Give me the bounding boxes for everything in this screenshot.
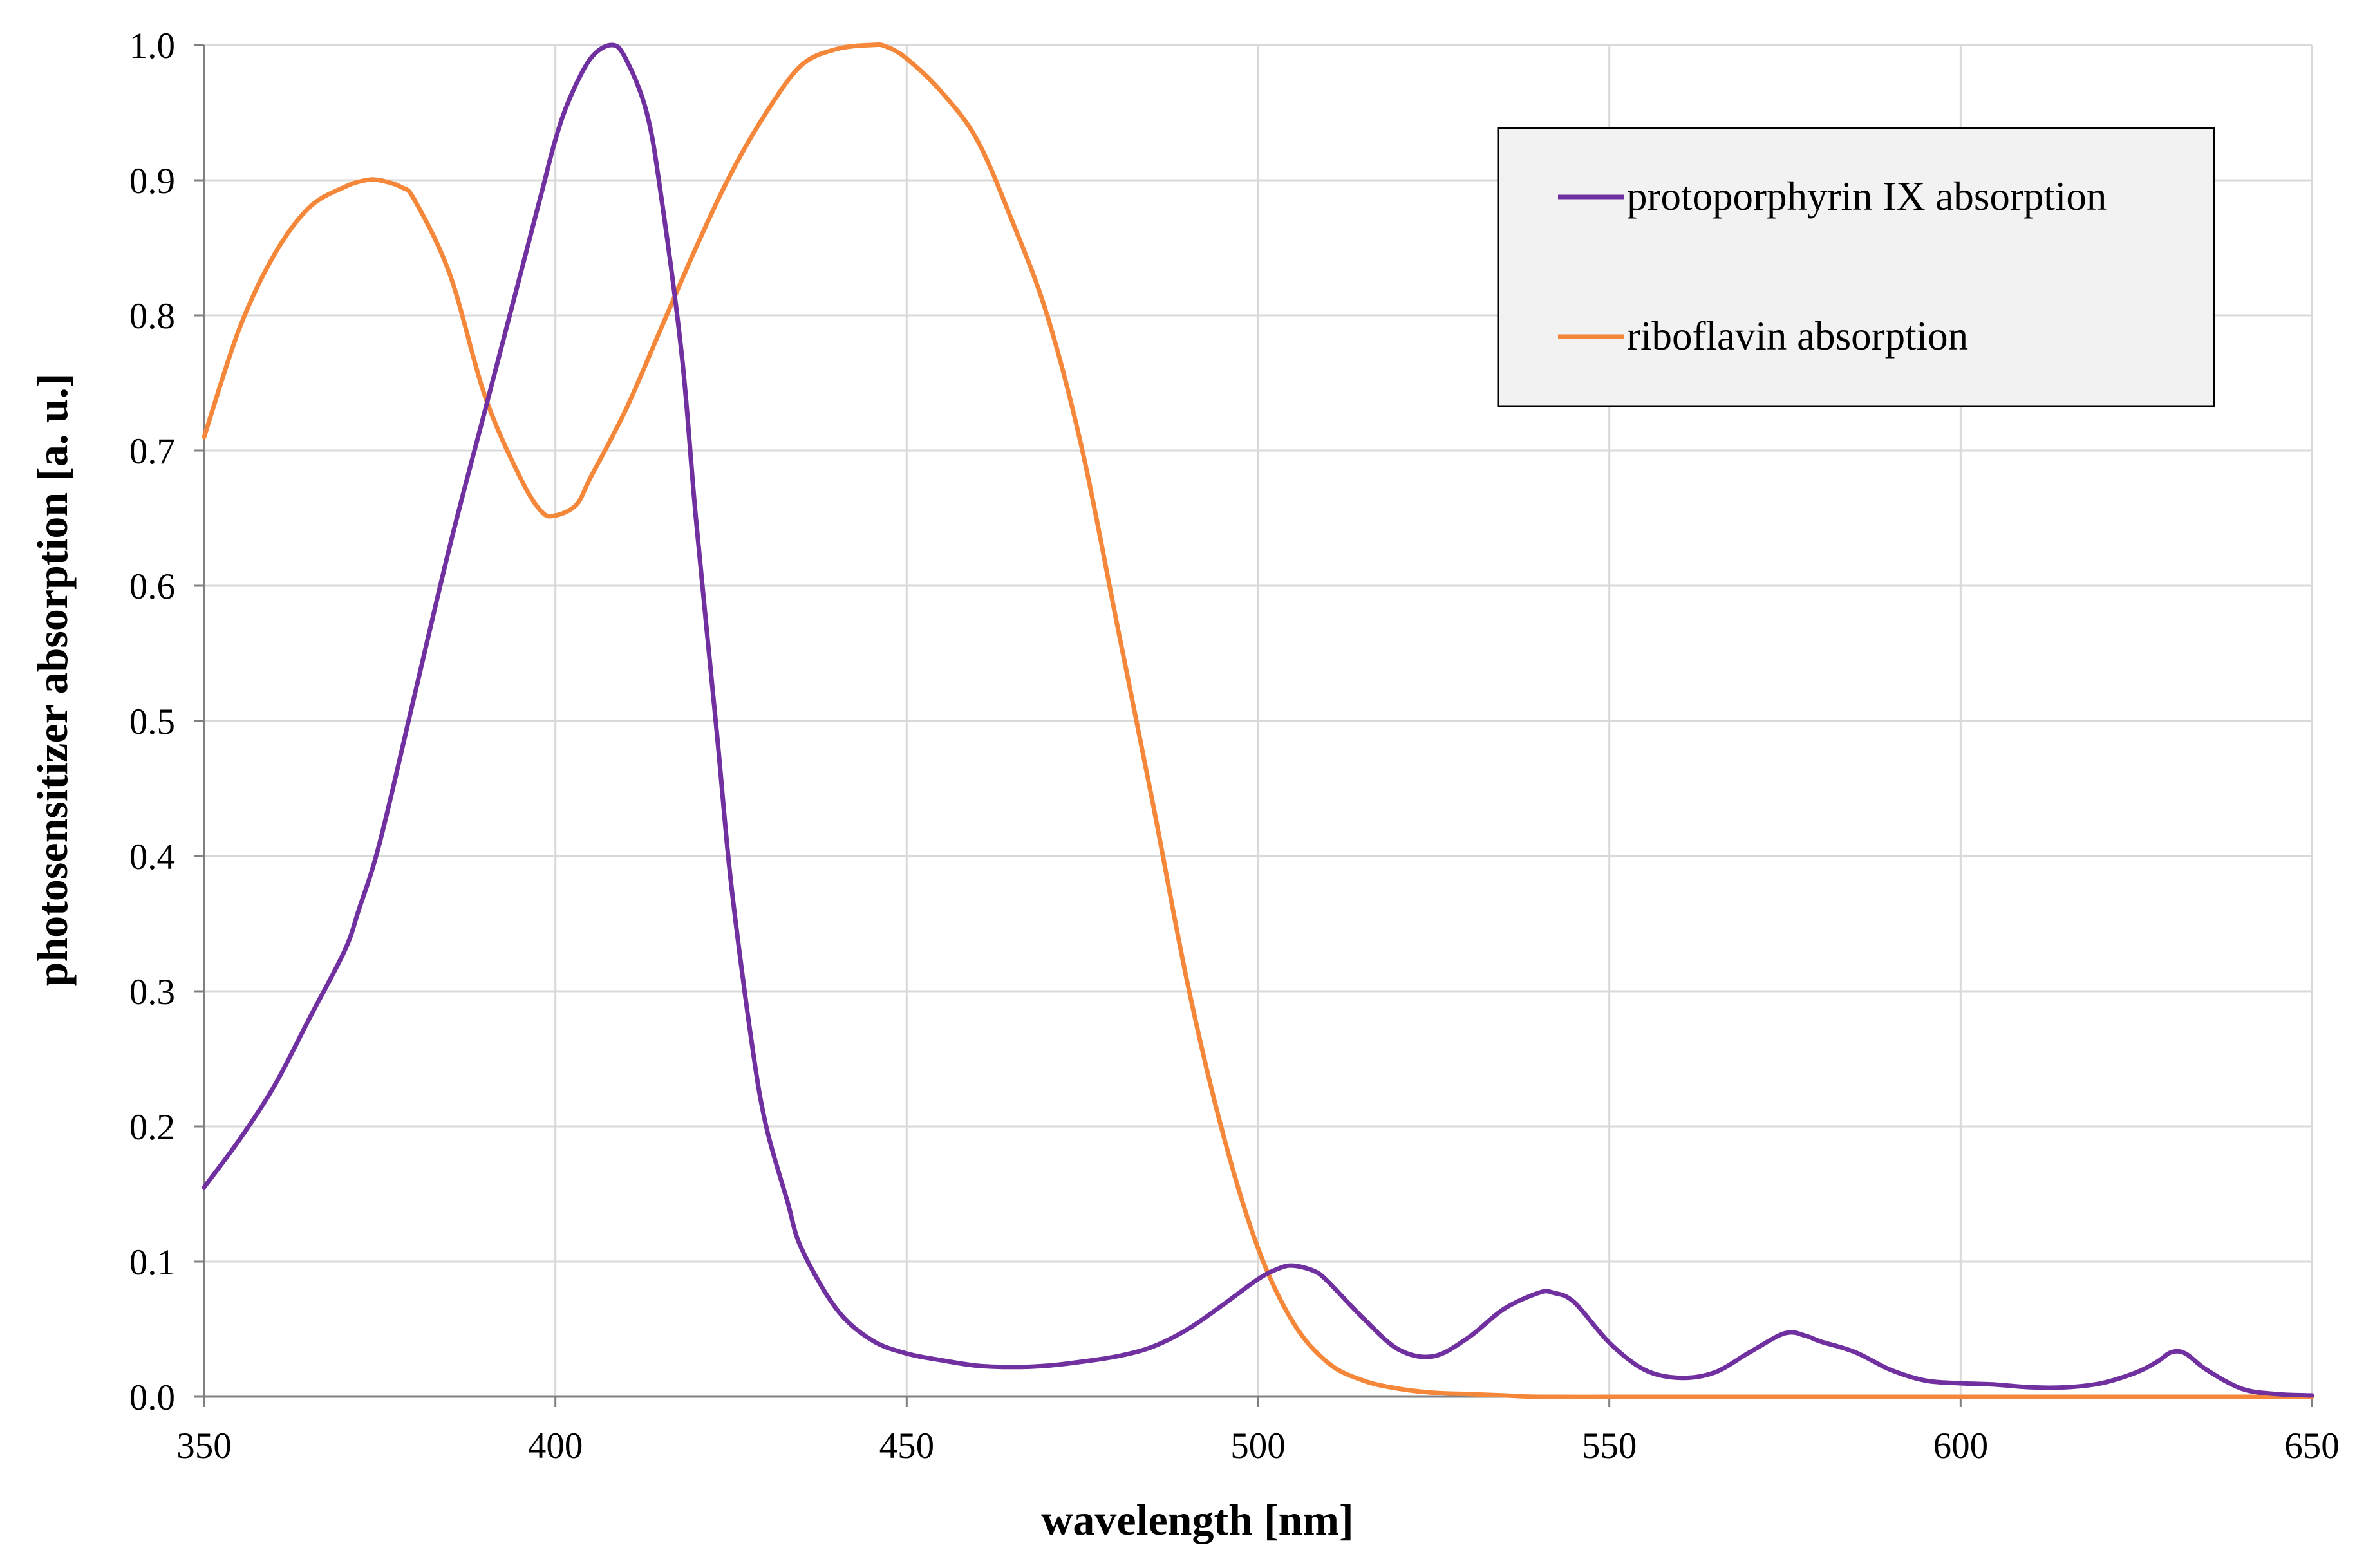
riboflavin-absorption-line [202, 42, 2314, 1399]
y-tick-label: 0.8 [129, 296, 175, 337]
legend-label-protoporphyrin: protoporphyrin IX absorption [1627, 174, 2107, 219]
y-tick-label: 0.6 [129, 566, 175, 607]
y-tick-label: 1.0 [129, 26, 175, 66]
x-tick-label: 450 [879, 1426, 935, 1466]
y-tick-label: 0.7 [129, 431, 175, 472]
x-tick-label: 350 [176, 1426, 232, 1466]
legend: protoporphyrin IX absorption riboflavin … [1497, 127, 2215, 407]
y-tick-label: 0.1 [129, 1242, 175, 1283]
y-tick-label: 0.0 [129, 1377, 175, 1418]
x-axis-title: wavelength [nm] [1041, 1495, 1353, 1544]
y-tick-label: 0.9 [129, 161, 175, 201]
x-tick-label: 550 [1582, 1426, 1637, 1466]
y-tick-label: 0.2 [129, 1107, 175, 1148]
x-tick-label: 400 [528, 1426, 583, 1466]
x-tick-label: 650 [2284, 1426, 2340, 1466]
y-tick-label: 0.5 [129, 702, 175, 742]
series-lines [202, 42, 2314, 1399]
legend-box [1497, 127, 2215, 407]
x-tick-label: 500 [1230, 1426, 1286, 1466]
protoporphyrin-absorption-line [202, 42, 2314, 1398]
y-axis-title: photosensitizer absorption [a. u.] [28, 373, 77, 987]
y-tick-label: 0.3 [129, 972, 175, 1013]
legend-label-riboflavin: riboflavin absorption [1627, 313, 1968, 359]
tick-labels: 350 400 450 500 550 600 650 0.0 0.1 0.2 0.3 0.4 0.5 0… [129, 26, 2340, 1466]
x-tick-label: 600 [1933, 1426, 1989, 1466]
y-tick-label: 0.4 [129, 837, 175, 877]
